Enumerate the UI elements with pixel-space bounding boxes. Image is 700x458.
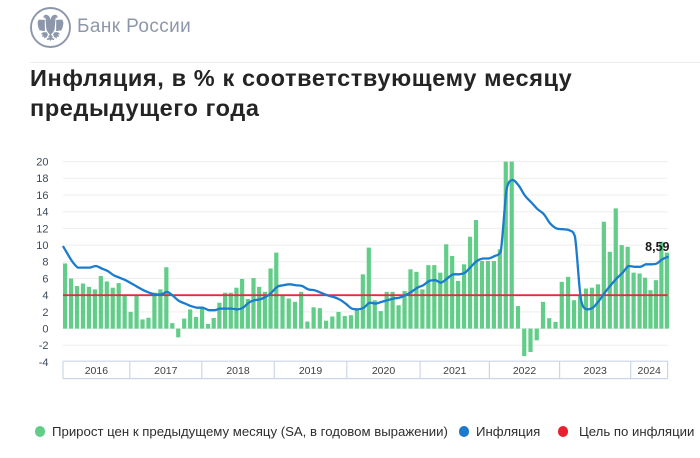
svg-text:8: 8 xyxy=(42,257,48,269)
svg-text:4: 4 xyxy=(42,290,48,302)
svg-text:2024: 2024 xyxy=(638,365,662,377)
svg-text:8,59: 8,59 xyxy=(645,240,669,254)
svg-text:2019: 2019 xyxy=(299,365,323,377)
svg-text:2017: 2017 xyxy=(154,365,178,377)
svg-text:12: 12 xyxy=(36,223,48,235)
svg-text:10: 10 xyxy=(36,240,48,252)
svg-text:20: 20 xyxy=(36,157,48,169)
svg-text:2018: 2018 xyxy=(226,365,250,377)
svg-text:18: 18 xyxy=(36,173,48,185)
svg-text:-4: -4 xyxy=(39,357,49,369)
svg-text:0: 0 xyxy=(42,324,48,336)
svg-text:2023: 2023 xyxy=(584,365,608,377)
svg-text:2022: 2022 xyxy=(513,365,537,377)
svg-text:2016: 2016 xyxy=(85,365,109,377)
svg-text:-2: -2 xyxy=(39,340,49,352)
svg-text:6: 6 xyxy=(42,273,48,285)
svg-text:2020: 2020 xyxy=(372,365,396,377)
svg-text:2: 2 xyxy=(42,307,48,319)
svg-text:16: 16 xyxy=(36,190,48,202)
svg-text:14: 14 xyxy=(36,207,48,219)
svg-text:2021: 2021 xyxy=(443,365,467,377)
